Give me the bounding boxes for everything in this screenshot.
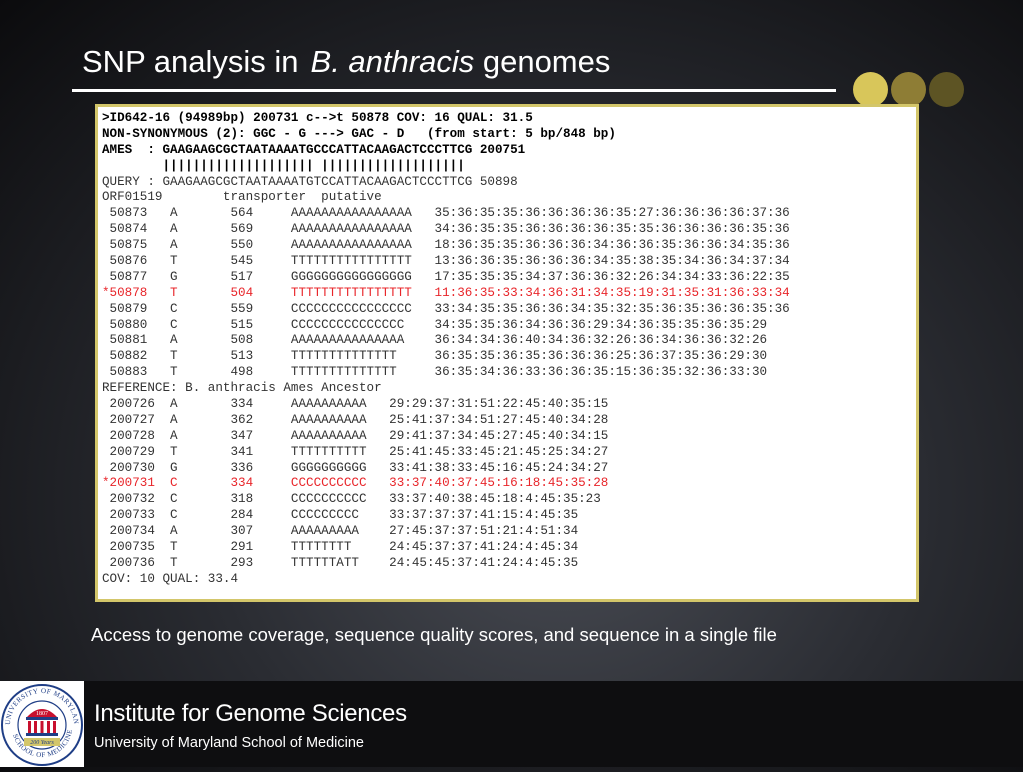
sequence-line: 50880 C 515 CCCCCCCCCCCCCCC 34:35:35:36:… [102, 317, 768, 332]
sequence-line: >ID642-16 (94989bp) 200731 c-->t 50878 C… [102, 111, 533, 125]
title-suffix: genomes [474, 44, 611, 79]
sequence-line: 50875 A 550 AAAAAAAAAAAAAAAA 18:36:35:35… [102, 238, 790, 253]
dot-icon-2 [891, 72, 926, 107]
sequence-line: 50881 A 508 AAAAAAAAAAAAAAA 36:34:34:36:… [102, 333, 768, 348]
sequence-line: 50876 T 545 TTTTTTTTTTTTTTTT 13:36:36:35… [102, 254, 790, 269]
sequence-line: 200726 A 334 AAAAAAAAAA 29:29:37:31:51:2… [102, 397, 609, 412]
university-seal-icon: UNIVERSITY OF MARYLAND SCHOOL OF MEDICIN… [0, 675, 84, 767]
sequence-line: AMES : GAAGAAGCGCTAATAAAATGCCCATTACAAGAC… [102, 142, 526, 157]
sequence-line: 50874 A 569 AAAAAAAAAAAAAAAA 34:36:35:35… [102, 222, 790, 237]
sequence-line: 200730 G 336 GGGGGGGGGG 33:41:38:33:45:1… [102, 460, 609, 475]
snp-highlight-line: *50878 T 504 TTTTTTTTTTTTTTTT 11:36:35:3… [102, 285, 790, 300]
slide-title: SNP analysis in B. anthracis genomes [82, 44, 610, 88]
sequence-line: 200732 C 318 CCCCCCCCCC 33:37:40:38:45:1… [102, 492, 601, 507]
sequence-line: 200734 A 307 AAAAAAAAA 27:45:37:37:51:21… [102, 524, 579, 539]
sequence-line: 200728 A 347 AAAAAAAAAA 29:41:37:34:45:2… [102, 428, 609, 443]
footer-bar [0, 681, 1023, 767]
sequence-line: 50879 C 559 CCCCCCCCCCCCCCCC 33:34:35:35… [102, 301, 790, 316]
title-species: B. anthracis [310, 44, 475, 79]
dot-icon-3 [929, 72, 964, 107]
seal-banner: 200 Years [30, 740, 54, 746]
sequence-line: 50877 G 517 GGGGGGGGGGGGGGGG 17:35:35:35… [102, 269, 790, 284]
sequence-line: 200736 T 293 TTTTTTATT 24:45:45:37:41:24… [102, 555, 579, 570]
sequence-line: 200727 A 362 AAAAAAAAAA 25:41:37:34:51:2… [102, 412, 609, 427]
sequence-panel: >ID642-16 (94989bp) 200731 c-->t 50878 C… [95, 104, 919, 602]
sequence-line: 50883 T 498 TTTTTTTTTTTTTT 36:35:34:36:3… [102, 365, 768, 380]
dot-icon-1 [853, 72, 888, 107]
slide-caption: Access to genome coverage, sequence qual… [91, 624, 777, 645]
snp-highlight-line: *200731 C 334 CCCCCCCCCC 33:37:40:37:45:… [102, 476, 609, 491]
sequence-line: COV: 10 QUAL: 33.4 [102, 571, 239, 586]
sequence-line: 200735 T 291 TTTTTTTT 24:45:37:37:41:24:… [102, 540, 579, 555]
school-name: University of Maryland School of Medicin… [94, 735, 364, 751]
sequence-listing: >ID642-16 (94989bp) 200731 c-->t 50878 C… [102, 111, 790, 588]
institute-name: Institute for Genome Sciences [94, 700, 407, 727]
seal-year: 1807 [36, 711, 48, 717]
sequence-line: 200733 C 284 CCCCCCCCC 33:37:37:37:41:15… [102, 508, 579, 523]
sequence-line: 50873 A 564 AAAAAAAAAAAAAAAA 35:36:35:35… [102, 206, 790, 221]
sequence-line: |||||||||||||||||||| ||||||||||||||||||| [102, 158, 465, 173]
title-prefix: SNP analysis in [82, 44, 299, 79]
sequence-line: 50882 T 513 TTTTTTTTTTTTTT 36:35:35:36:3… [102, 349, 768, 364]
sequence-line: ORF01519 transporter putative [102, 190, 382, 205]
sequence-line: 200729 T 341 TTTTTTTTTT 25:41:45:33:45:2… [102, 444, 609, 459]
title-underline [72, 89, 836, 92]
sequence-line: REFERENCE: B. anthracis Ames Ancestor [102, 381, 382, 396]
sequence-line: NON-SYNONYMOUS (2): GGC - G ---> GAC - D… [102, 126, 616, 141]
sequence-line: QUERY : GAAGAAGCGCTAATAAAATGTCCATTACAAGA… [102, 174, 518, 189]
